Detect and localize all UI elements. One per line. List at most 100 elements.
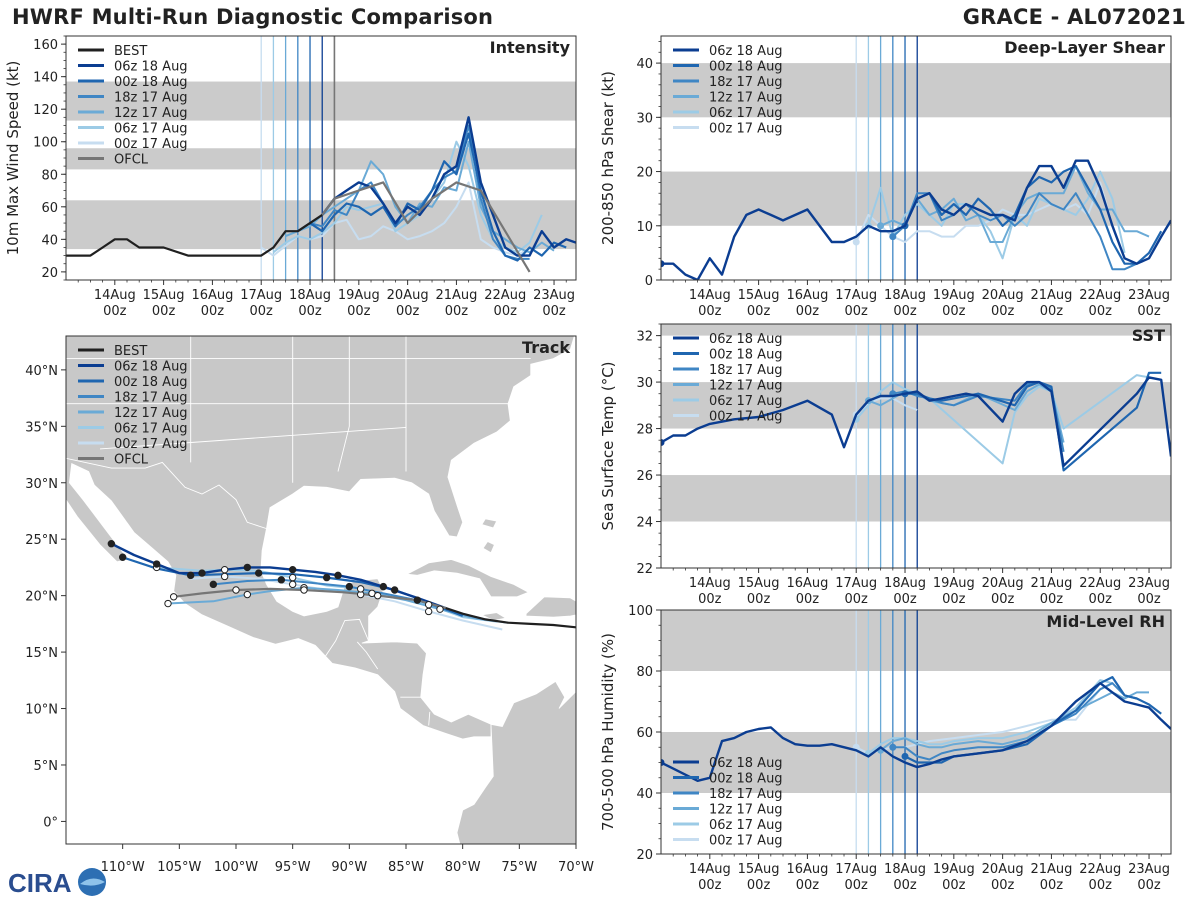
- track-xtick-label: 80°W: [445, 860, 481, 875]
- land-bahamas: [482, 540, 495, 554]
- intensity-xtick-label: 16Aug: [191, 288, 233, 303]
- track-marker-r0: [288, 565, 297, 574]
- track-marker-OFCL: [373, 591, 382, 600]
- land-cuba: [405, 559, 530, 598]
- sst-series-r4: [855, 374, 1150, 465]
- rh-xtick-label: 20Aug: [982, 862, 1024, 877]
- intensity-plot-area: [66, 36, 576, 280]
- rh-series-r2: [892, 682, 1138, 761]
- sst-xtick-label: 00z: [1089, 592, 1113, 607]
- track-legend-label: 12z 17 Aug: [114, 406, 188, 421]
- sst-xtick-label: 00z: [1040, 592, 1064, 607]
- shear-plot-area: [661, 36, 1171, 280]
- globe-swirl-icon: [80, 878, 105, 886]
- map-border: [356, 641, 379, 670]
- shear-xtick-label: 00z: [698, 304, 722, 319]
- sst-xtick-label: 17Aug: [835, 576, 877, 591]
- land-jamaica: [480, 612, 507, 621]
- track-marker-r3: [243, 590, 252, 599]
- intensity-series-BEST: [66, 213, 323, 257]
- track-marker-r5: [220, 572, 229, 581]
- intensity-legend-label: 06z 18 Aug: [114, 60, 188, 75]
- intensity-xtick-label: 00z: [103, 304, 127, 319]
- track-xtick-label: 75°W: [501, 860, 537, 875]
- shear-ytick-label: 0: [645, 274, 653, 289]
- shear-xtick-label: 00z: [893, 304, 917, 319]
- track-xtick-label: 85°W: [388, 860, 424, 875]
- rh-init-marker: [661, 759, 665, 766]
- track-marker-r1: [186, 571, 195, 580]
- shear-xtick-label: 15Aug: [738, 288, 780, 303]
- intensity-legend-label: 18z 17 Aug: [114, 91, 188, 106]
- sst-series-r0: [661, 376, 1171, 467]
- track-title: Track: [522, 338, 570, 357]
- rh-xtick-label: 17Aug: [835, 862, 877, 877]
- sst-legend-label: 00z 18 Aug: [709, 348, 783, 363]
- sst-xtick-label: 00z: [893, 592, 917, 607]
- intensity-xtick-label: 00z: [152, 304, 176, 319]
- rh-xtick-label: 00z: [1040, 878, 1064, 893]
- shear-xtick-label: 00z: [1137, 304, 1161, 319]
- intensity-ytick-label: 120: [33, 103, 58, 118]
- track-xtick-label: 95°W: [275, 860, 311, 875]
- shear-series-r1: [903, 165, 1163, 265]
- rh-series-r4: [867, 679, 1113, 755]
- rh-ylabel: 700-500 hPa Humidity (%): [599, 633, 617, 831]
- sst-xtick-label: 00z: [796, 592, 820, 607]
- shear-init-marker: [661, 260, 665, 268]
- rh-xtick-label: 21Aug: [1030, 862, 1072, 877]
- sst-series-r1: [905, 371, 1162, 472]
- sst-ylabel: Sea Surface Temp (°C): [599, 361, 617, 530]
- track-marker-r0: [152, 560, 161, 568]
- rh-legend-label: 12z 17 Aug: [709, 803, 783, 818]
- track-marker-r2: [345, 582, 354, 591]
- sst-band: [661, 382, 1171, 429]
- land-north-america: [66, 336, 575, 740]
- sst-xtick-label: 00z: [991, 592, 1015, 607]
- rh-ytick-label: 60: [636, 726, 653, 741]
- rh-xtick-label: 00z: [991, 878, 1015, 893]
- sst-legend-label: 12z 17 Aug: [709, 379, 783, 394]
- sst-xtick-label: 00z: [1137, 592, 1161, 607]
- track-xtick-label: 110°W: [101, 860, 145, 875]
- track-legend-label: 06z 17 Aug: [114, 422, 188, 437]
- track-marker-r3: [164, 599, 172, 608]
- track-series-BEST: [445, 607, 576, 629]
- track-marker-r1: [322, 573, 331, 582]
- track-ytick-label: 0°: [43, 815, 58, 830]
- shear-legend-label: 00z 17 Aug: [709, 122, 783, 137]
- rh-xtick-label: 00z: [796, 878, 820, 893]
- shear-init-marker: [889, 233, 897, 241]
- intensity-xtick-label: 00z: [494, 304, 518, 319]
- figure-title: HWRF Multi-Run Diagnostic Comparison: [12, 5, 494, 29]
- track-marker-r1: [118, 553, 127, 561]
- intensity-xtick-label: 18Aug: [289, 288, 331, 303]
- track-marker-r1: [390, 586, 399, 594]
- logo-text: CIRA: [8, 868, 72, 898]
- intensity-series-OFCL: [321, 181, 531, 273]
- map-border: [66, 457, 268, 530]
- track-xtick-label: 90°W: [331, 860, 367, 875]
- rh-xtick-label: 00z: [1137, 878, 1161, 893]
- track-marker-r4: [424, 600, 433, 609]
- track-frame: [65, 335, 577, 845]
- intensity-legend-label: OFCL: [114, 153, 149, 168]
- rh-xtick-label: 00z: [1089, 878, 1113, 893]
- sst-title: SST: [1132, 326, 1165, 345]
- sst-xtick-label: 15Aug: [738, 576, 780, 591]
- rh-xtick-label: 00z: [893, 878, 917, 893]
- rh-xtick-label: 23Aug: [1128, 862, 1170, 877]
- track-marker-r2: [413, 596, 422, 604]
- shear-legend-label: 12z 17 Aug: [709, 91, 783, 106]
- track-xtick-label: 105°W: [157, 860, 201, 875]
- intensity-xtick-label: 00z: [298, 304, 322, 319]
- rh-xtick-label: 00z: [845, 878, 869, 893]
- shear-xtick-label: 17Aug: [835, 288, 877, 303]
- sst-ytick-label: 22: [636, 562, 653, 577]
- track-marker-OFCL: [169, 593, 178, 601]
- sst-ytick-label: 30: [636, 376, 653, 391]
- rh-ytick-label: 80: [636, 665, 653, 680]
- intensity-xtick-label: 14Aug: [94, 288, 136, 303]
- shear-ytick-label: 20: [636, 166, 653, 181]
